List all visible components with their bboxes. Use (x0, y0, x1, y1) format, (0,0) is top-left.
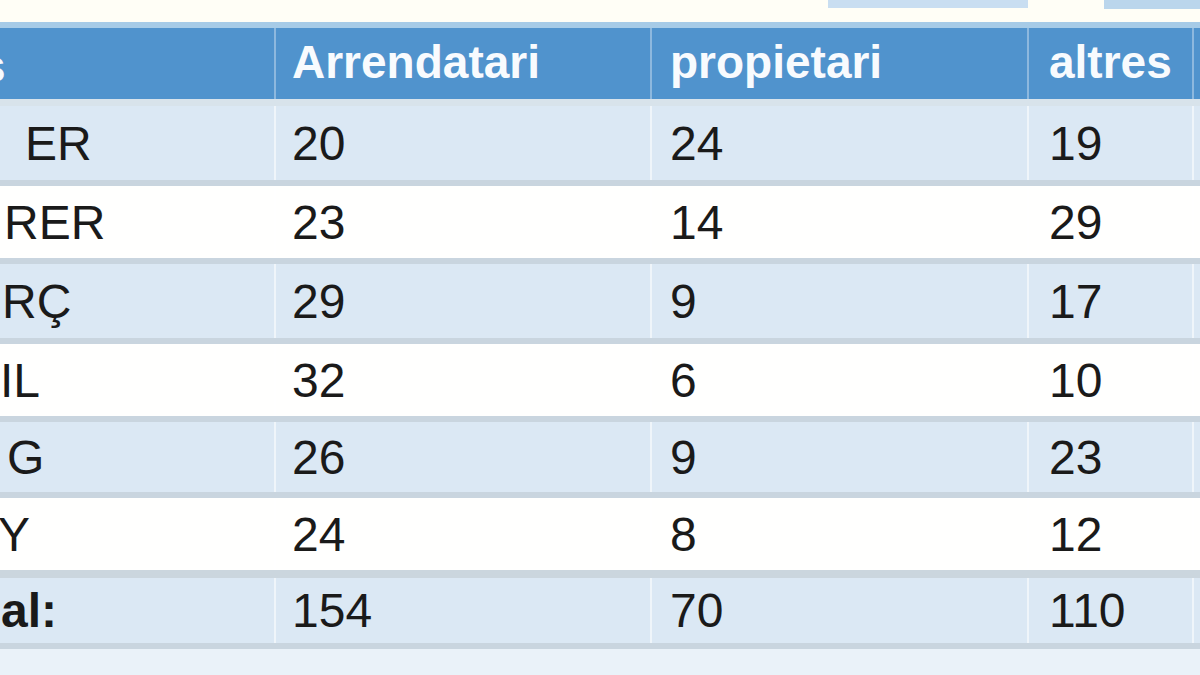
table-row: RER 23 14 29 (0, 186, 1200, 264)
row-label-fragment: ER (25, 116, 92, 171)
row-label-cell: RER (0, 186, 274, 258)
header-cell-arrendatari: Arrendatari (274, 28, 650, 99)
cell-value: 32 (292, 353, 345, 408)
cropped-content-artifact (828, 0, 1028, 8)
header-label: propietari (670, 35, 882, 89)
cell-arrendatari: 29 (274, 264, 650, 338)
cell-cutoff (1192, 106, 1200, 180)
cell-altres: 23 (1027, 422, 1192, 492)
header-cell-altres: altres (1027, 28, 1192, 99)
cell-arrendatari: 26 (274, 422, 650, 492)
cell-value: 29 (292, 274, 345, 329)
cell-propietari: 14 (650, 186, 1027, 258)
cell-value: 20 (292, 116, 345, 171)
header-label: Arrendatari (292, 35, 540, 89)
cell-value: 23 (1049, 430, 1102, 485)
cell-propietari: 6 (650, 344, 1027, 416)
cell-value: 23 (292, 195, 345, 250)
table-screenshot-root: s Arrendatari propietari altres ER 20 24… (0, 0, 1200, 675)
cell-arrendatari: 20 (274, 106, 650, 180)
cell-arrendatari: 24 (274, 498, 650, 570)
page-background-top (0, 0, 1200, 22)
total-arrendatari: 154 (274, 578, 650, 643)
row-label-cell: RÇ (0, 264, 274, 338)
header-cell-propietari: propietari (650, 28, 1027, 99)
row-label-fragment: IL (0, 353, 40, 408)
cell-cutoff (1192, 264, 1200, 338)
cell-arrendatari: 32 (274, 344, 650, 416)
header-label-fragment: s (0, 39, 6, 93)
header-cell-cutoff (1192, 28, 1200, 99)
total-altres: 110 (1027, 578, 1192, 643)
header-label: altres (1049, 35, 1172, 89)
cell-value: 9 (670, 274, 697, 329)
cell-value: 19 (1049, 116, 1102, 171)
cell-altres: 29 (1027, 186, 1192, 258)
row-label-cell: Y (0, 498, 274, 570)
table-row: IL 32 6 10 (0, 344, 1200, 422)
cell-cutoff (1192, 344, 1200, 416)
cell-propietari: 8 (650, 498, 1027, 570)
cell-propietari: 9 (650, 422, 1027, 492)
row-label-fragment: RER (4, 195, 105, 250)
cell-altres: 19 (1027, 106, 1192, 180)
table-row: G 26 9 23 (0, 422, 1200, 498)
cell-value: 14 (670, 195, 723, 250)
total-propietari: 70 (650, 578, 1027, 643)
cell-altres: 10 (1027, 344, 1192, 416)
row-label-fragment: G (7, 430, 44, 485)
cell-value: 9 (670, 430, 697, 485)
cell-value: 12 (1049, 507, 1102, 562)
table-row: RÇ 29 9 17 (0, 264, 1200, 344)
table-row: ER 20 24 19 (0, 106, 1200, 186)
cell-value: 24 (670, 116, 723, 171)
cell-value: 6 (670, 353, 697, 408)
row-label-fragment: Y (0, 507, 30, 562)
cell-value: 154 (292, 583, 372, 638)
cell-value: 29 (1049, 195, 1102, 250)
row-label-cell: G (0, 422, 274, 492)
cell-cutoff (1192, 422, 1200, 492)
cell-value: 17 (1049, 274, 1102, 329)
cell-value: 26 (292, 430, 345, 485)
cropped-content-artifact (1104, 0, 1200, 9)
cell-arrendatari: 23 (274, 186, 650, 258)
cell-altres: 17 (1027, 264, 1192, 338)
cell-cutoff (1192, 498, 1200, 570)
cell-value: 10 (1049, 353, 1102, 408)
table-row: Y 24 8 12 (0, 498, 1200, 578)
table-total-row: al: 154 70 110 (0, 578, 1200, 649)
header-cell-month-cropped: s (0, 28, 274, 99)
cell-value: 110 (1049, 583, 1126, 638)
cell-value: 8 (670, 507, 697, 562)
cell-propietari: 9 (650, 264, 1027, 338)
total-label-cell: al: (0, 578, 274, 643)
cropped-row-below (0, 649, 1200, 675)
cell-cutoff (1192, 578, 1200, 643)
cell-value: 24 (292, 507, 345, 562)
table-header-row: s Arrendatari propietari altres (0, 28, 1200, 106)
total-label-fragment: al: (1, 583, 57, 638)
cell-propietari: 24 (650, 106, 1027, 180)
row-label-fragment: RÇ (2, 274, 71, 329)
cell-altres: 12 (1027, 498, 1192, 570)
row-label-cell: IL (0, 344, 274, 416)
cell-cutoff (1192, 186, 1200, 258)
row-label-cell: ER (0, 106, 274, 180)
cell-value: 70 (670, 583, 723, 638)
